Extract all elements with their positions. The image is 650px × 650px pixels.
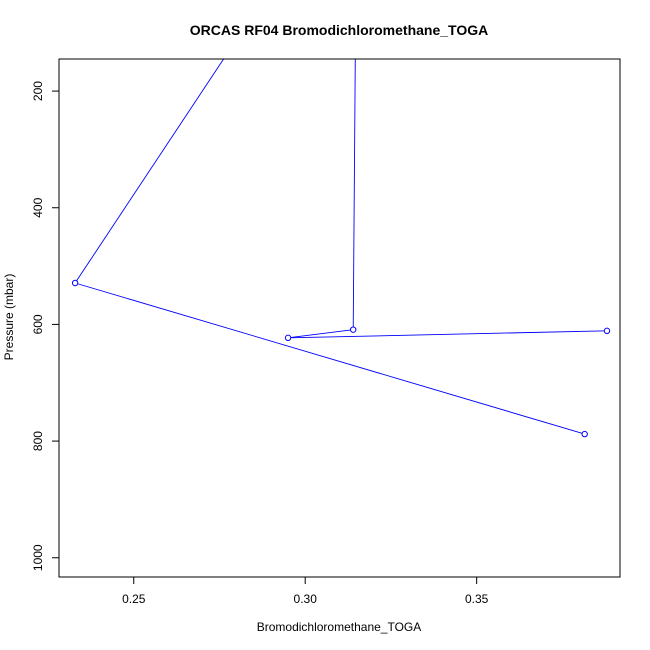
x-axis: 0.25 0.30 0.35 <box>122 576 489 606</box>
data-point <box>71 279 79 287</box>
series-segment <box>352 59 356 330</box>
y-tick-label: 800 <box>31 431 45 451</box>
y-tick-label: 1000 <box>31 544 45 571</box>
series-segment <box>74 282 585 435</box>
x-tick-label: 0.35 <box>465 592 489 606</box>
y-axis: 200 400 600 800 1000 <box>31 81 60 571</box>
data-point <box>350 326 357 333</box>
series-segment <box>288 329 354 339</box>
y-tick-label: 400 <box>31 197 45 217</box>
chart-title: ORCAS RF04 Bromodichloromethane_TOGA <box>190 22 488 38</box>
y-tick-label: 200 <box>31 81 45 101</box>
x-axis-label: Bromodichloromethane_TOGA <box>257 620 422 634</box>
series-segment <box>74 59 224 284</box>
x-tick-label: 0.30 <box>294 592 318 606</box>
data-point <box>284 334 292 342</box>
y-axis-label: Pressure (mbar) <box>2 274 16 361</box>
plot-area <box>71 59 611 438</box>
y-tick-label: 600 <box>31 314 45 334</box>
data-point <box>581 430 588 438</box>
x-tick-label: 0.25 <box>122 592 146 606</box>
series-segment <box>288 330 607 339</box>
data-point <box>603 327 611 335</box>
